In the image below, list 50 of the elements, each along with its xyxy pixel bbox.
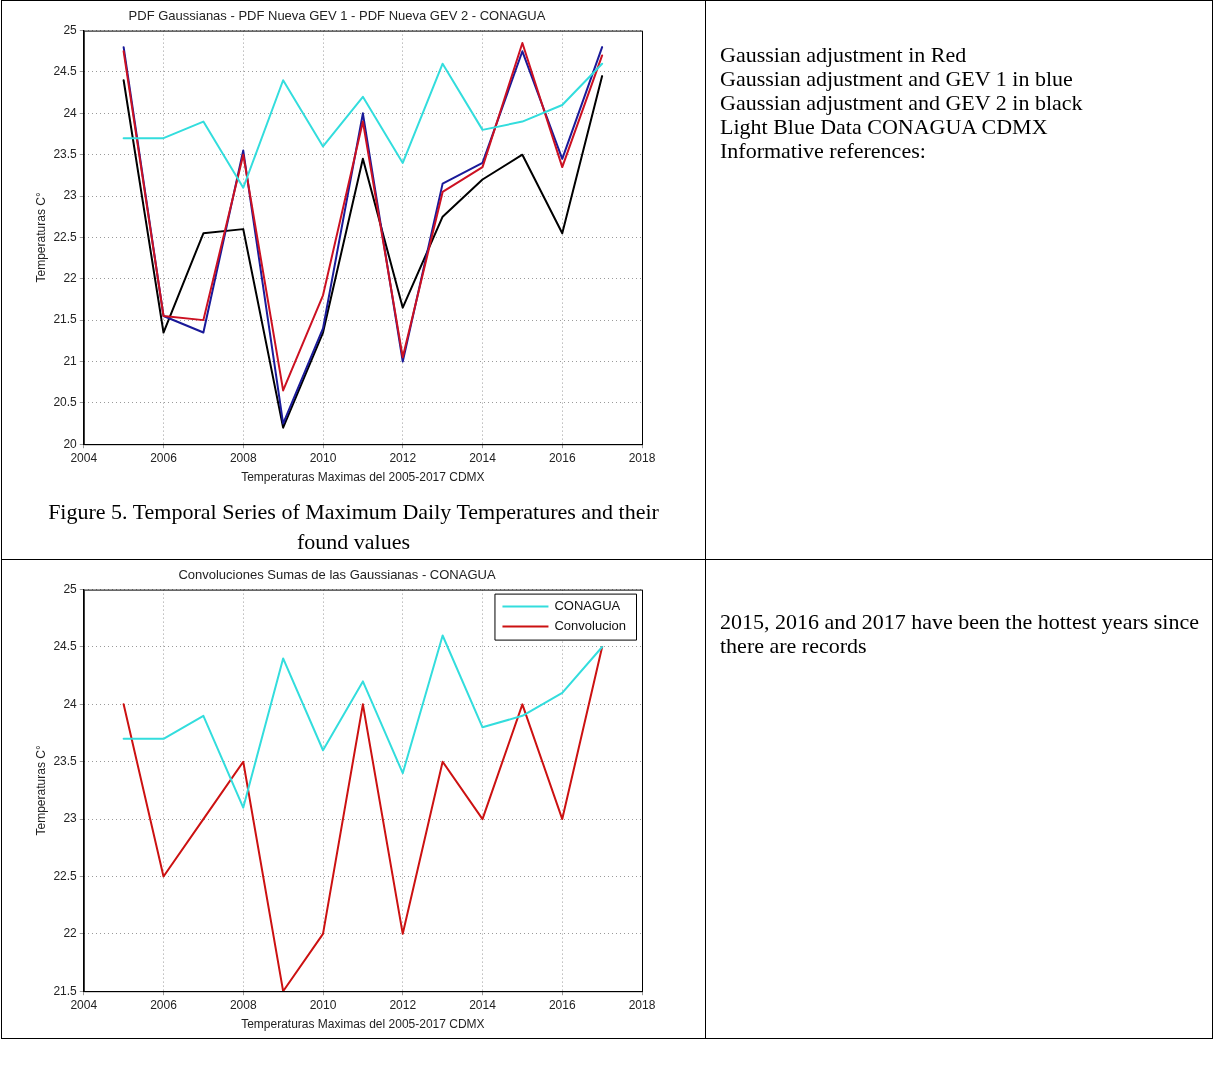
y-tick-label: 21 xyxy=(63,353,78,368)
y-tick-label: 22 xyxy=(63,271,78,286)
y-tick-label: 23.5 xyxy=(53,754,78,769)
x-tick-label: 2008 xyxy=(229,450,257,465)
text: 2015, 2016 and 2017 have been the hottest years since there are records xyxy=(720,609,1200,658)
x-tick-label: 2018 xyxy=(628,450,656,465)
text: Light Blue Data CONAGUA CDMX xyxy=(720,114,1049,139)
chart-title: PDF Gaussianas - PDF Nueva GEV 1 - PDF Nueva GEV 2 - CONAGUA xyxy=(128,8,546,24)
x-tick-label: 2018 xyxy=(628,997,656,1012)
x-tick-label: 2014 xyxy=(469,450,497,465)
legend-label: CONAGUA xyxy=(554,598,621,614)
y-tick-label: 25 xyxy=(63,22,78,37)
x-tick-label: 2006 xyxy=(150,997,178,1012)
y-tick-label: 21.5 xyxy=(53,983,78,998)
x-tick-label: 2004 xyxy=(70,450,98,465)
y-tick-label: 20 xyxy=(63,436,78,451)
x-tick-label: 2012 xyxy=(389,450,417,465)
text: Informative references: xyxy=(720,138,927,163)
y-tick-label: 24.5 xyxy=(53,64,78,79)
y-axis-title: Temperaturas C° xyxy=(33,745,48,836)
x-axis-title: Temperaturas Maximas del 2005-2017 CDMX xyxy=(241,470,485,485)
y-tick-label: 21.5 xyxy=(53,312,78,327)
x-axis-title: Temperaturas Maximas del 2005-2017 CDMX xyxy=(241,1017,485,1032)
y-tick-label: 23 xyxy=(63,811,78,826)
y-tick-label: 22 xyxy=(63,926,78,941)
x-tick-label: 2004 xyxy=(70,997,98,1012)
y-tick-label: 23.5 xyxy=(53,146,78,161)
y-tick-label: 22.5 xyxy=(53,229,78,244)
y-tick-label: 22.5 xyxy=(53,868,78,883)
x-tick-label: 2016 xyxy=(548,997,576,1012)
x-tick-label: 2014 xyxy=(469,997,497,1012)
x-tick-label: 2006 xyxy=(150,450,178,465)
y-axis-title: Temperaturas C° xyxy=(33,192,48,283)
y-tick-label: 24 xyxy=(63,105,78,120)
chart-title: Convoluciones Sumas de las Gaussianas - CONAGUA xyxy=(178,567,496,583)
y-tick-label: 24.5 xyxy=(53,639,78,654)
x-tick-label: 2012 xyxy=(389,997,417,1012)
y-tick-label: 20.5 xyxy=(53,395,78,410)
text: Gaussian adjustment and GEV 2 in black xyxy=(720,90,1084,115)
x-tick-label: 2010 xyxy=(309,997,337,1012)
x-tick-label: 2010 xyxy=(309,450,337,465)
text: Gaussian adjustment in Red xyxy=(720,42,968,67)
y-tick-label: 23 xyxy=(63,188,78,203)
y-tick-label: 24 xyxy=(63,696,78,711)
x-tick-label: 2008 xyxy=(229,997,257,1012)
text: Gaussian adjustment and GEV 1 in blue xyxy=(720,66,1074,91)
y-tick-label: 25 xyxy=(63,581,78,596)
caption: Figure 5. Temporal Series of Maximum Daily Temperatures and their found values xyxy=(47,498,660,556)
legend-label: Convolucion xyxy=(554,618,626,634)
x-tick-label: 2016 xyxy=(548,450,576,465)
